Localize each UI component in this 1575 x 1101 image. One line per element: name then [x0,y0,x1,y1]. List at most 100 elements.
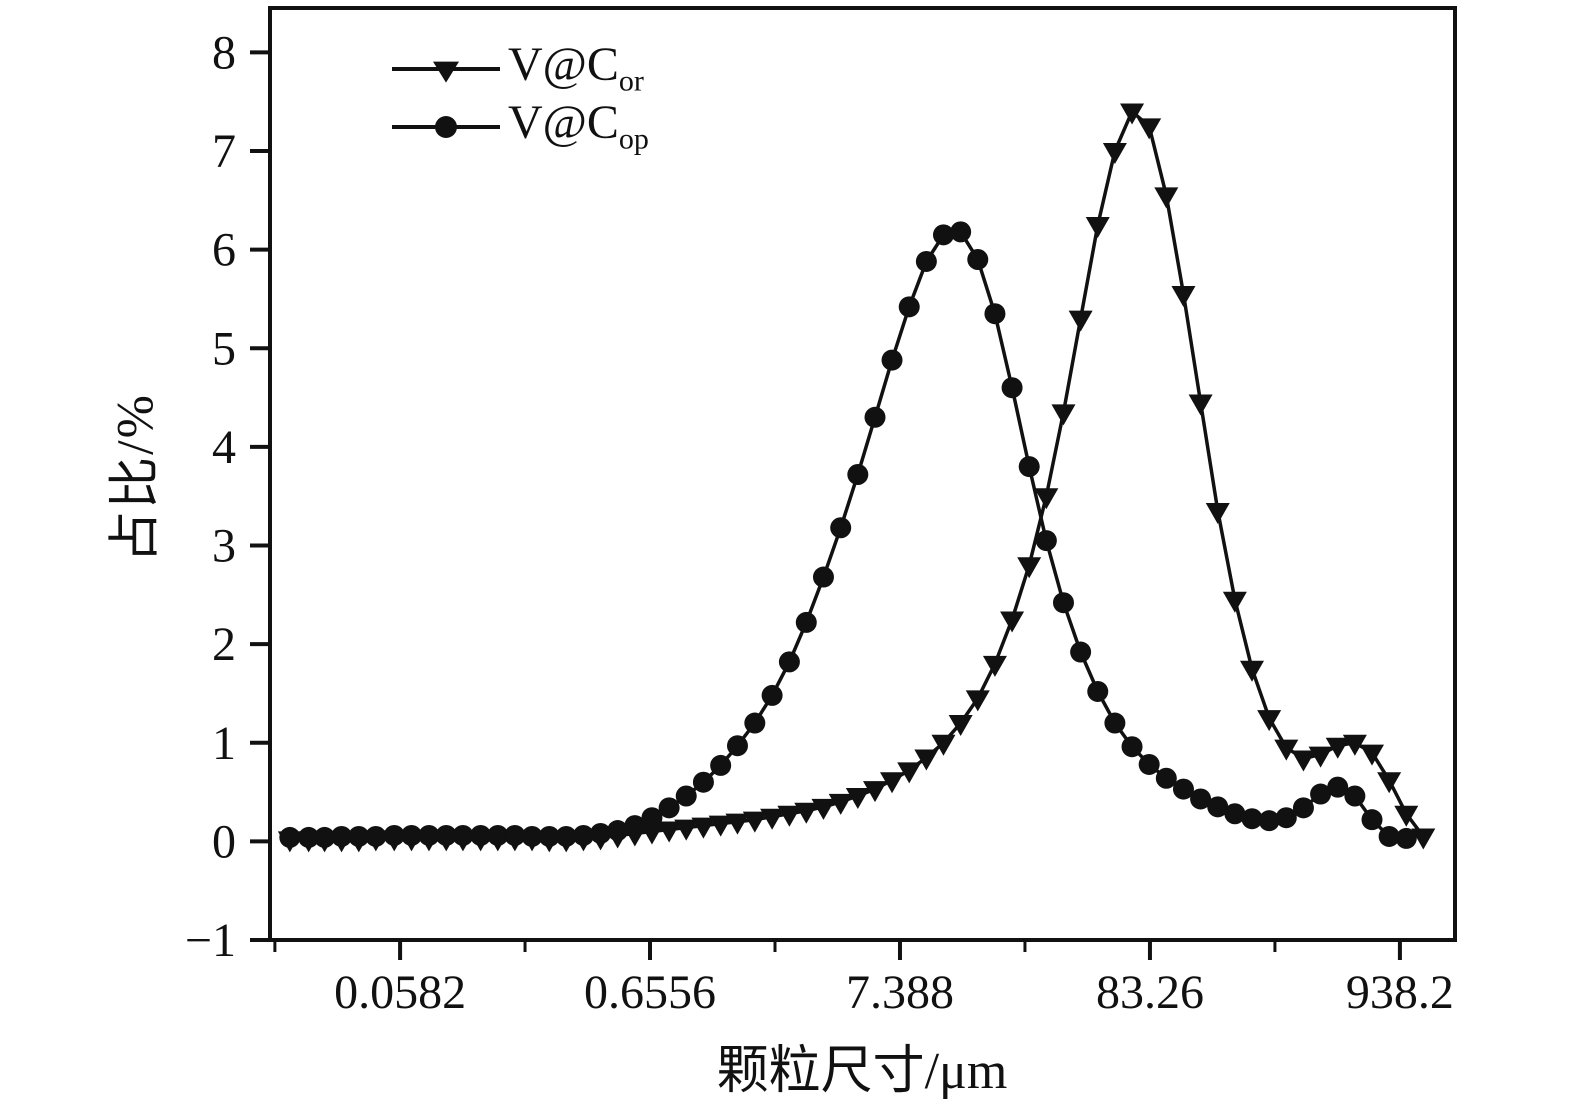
triangle-down-marker-icon [811,798,836,820]
circle-marker-icon [435,116,457,138]
circle-marker-icon [641,807,663,829]
y-tick-label: 6 [212,224,236,277]
circle-marker-icon [864,406,886,428]
circle-marker-icon [847,463,869,485]
triangle-down-marker-icon [691,817,716,839]
circle-marker-icon [881,349,903,371]
circle-marker-icon [1327,776,1349,798]
circle-marker-icon [538,825,560,847]
x-tick-label: 0.6556 [584,966,716,1019]
triangle-down-marker-icon [777,805,802,827]
y-tick-label: 3 [212,520,236,573]
x-axis: 0.0582 0.6556 7.388 83.26 938.2 [273,940,1454,1019]
circle-marker-icon [898,296,920,318]
triangle-down-marker-icon [1000,611,1025,633]
triangle-down-marker-icon [1239,660,1264,682]
triangle-down-marker-icon [863,781,888,803]
circle-marker-icon [1292,797,1314,819]
circle-marker-icon [1190,788,1212,810]
y-axis: −1 0 1 2 3 4 5 6 7 8 [185,26,270,967]
circle-marker-icon [1258,810,1280,832]
circle-marker-icon [607,820,629,842]
circle-marker-icon [812,566,834,588]
triangle-down-marker-icon [965,690,990,712]
circle-marker-icon [365,825,387,847]
circle-marker-icon [572,824,594,846]
circle-marker-icon [1275,807,1297,829]
circle-marker-icon [1395,827,1417,849]
x-tick-label: 0.0582 [334,966,466,1019]
circle-marker-icon [348,825,370,847]
circle-marker-icon [1224,803,1246,825]
x-tick-label: 83.26 [1096,966,1204,1019]
circle-marker-icon [967,248,989,270]
circle-marker-icon [1104,712,1126,734]
triangle-down-marker-icon [1342,734,1367,756]
circle-marker-icon [761,684,783,706]
legend-entry-vc-op: V@Cop [392,98,649,156]
circle-marker-icon [984,303,1006,325]
triangle-down-marker-icon [1360,744,1385,766]
x-tick-label: 7.388 [846,966,954,1019]
triangle-down-marker-icon [725,813,750,835]
legend: V@Cor V@Cop [392,40,649,156]
circle-marker-icon [1018,456,1040,478]
circle-marker-icon [744,712,766,734]
circle-marker-icon [1052,592,1074,614]
circle-marker-icon [452,824,474,846]
circle-marker-icon [470,824,492,846]
circle-marker-icon [795,611,817,633]
y-axis-title: 占比/% [107,393,165,563]
circle-marker-icon [1378,825,1400,847]
triangle-down-marker-icon [1308,746,1333,768]
triangle-down-marker-icon [1085,216,1110,238]
circle-marker-icon [624,815,646,837]
circle-marker-icon [950,221,972,243]
triangle-down-marker-icon [657,821,682,843]
triangle-down-marker-icon [880,772,905,794]
circle-marker-icon [915,250,937,272]
series-v-c-op [279,221,1417,849]
circle-marker-icon [675,785,697,807]
circle-marker-icon [487,824,509,846]
circle-marker-icon [1155,767,1177,789]
circle-marker-icon [692,771,714,793]
triangle-down-marker-icon [1017,557,1042,579]
triangle-down-marker-icon [1102,143,1127,165]
triangle-down-marker-icon [674,819,699,841]
triangle-down-marker-icon [1051,404,1076,426]
y-tick-label: 0 [212,815,236,868]
triangle-down-marker-icon [1222,591,1247,613]
y-tick-label: 7 [212,125,236,178]
triangle-down-marker-icon [1325,737,1350,759]
triangle-down-marker-icon [760,808,785,830]
triangle-down-marker-icon [1137,118,1162,140]
circle-marker-icon [331,825,353,847]
y-tick-label: 1 [212,717,236,770]
triangle-down-marker-icon [1120,103,1145,125]
circle-marker-icon [932,224,954,246]
triangle-down-marker-icon [914,749,939,771]
circle-marker-icon [590,822,612,844]
triangle-down-marker-icon [845,788,870,810]
circle-marker-icon [418,824,440,846]
circle-marker-icon [521,825,543,847]
circle-marker-icon [1361,809,1383,831]
circle-marker-icon [400,824,422,846]
triangle-down-marker-icon [1377,772,1402,794]
circle-marker-icon [726,735,748,757]
legend-sample-vc-op [392,114,500,140]
y-tick-label: 8 [212,26,236,79]
circle-marker-icon [1070,641,1092,663]
triangle-down-marker-icon [1171,286,1196,308]
circle-marker-icon [383,824,405,846]
circle-marker-icon [298,826,320,848]
plot-frame [268,6,1457,942]
circle-marker-icon [1344,785,1366,807]
triangle-down-marker-icon [1291,750,1316,772]
triangle-down-marker-icon [1034,488,1059,510]
circle-marker-icon [435,824,457,846]
circle-marker-icon [504,824,526,846]
y-tick-label: 5 [212,322,236,375]
